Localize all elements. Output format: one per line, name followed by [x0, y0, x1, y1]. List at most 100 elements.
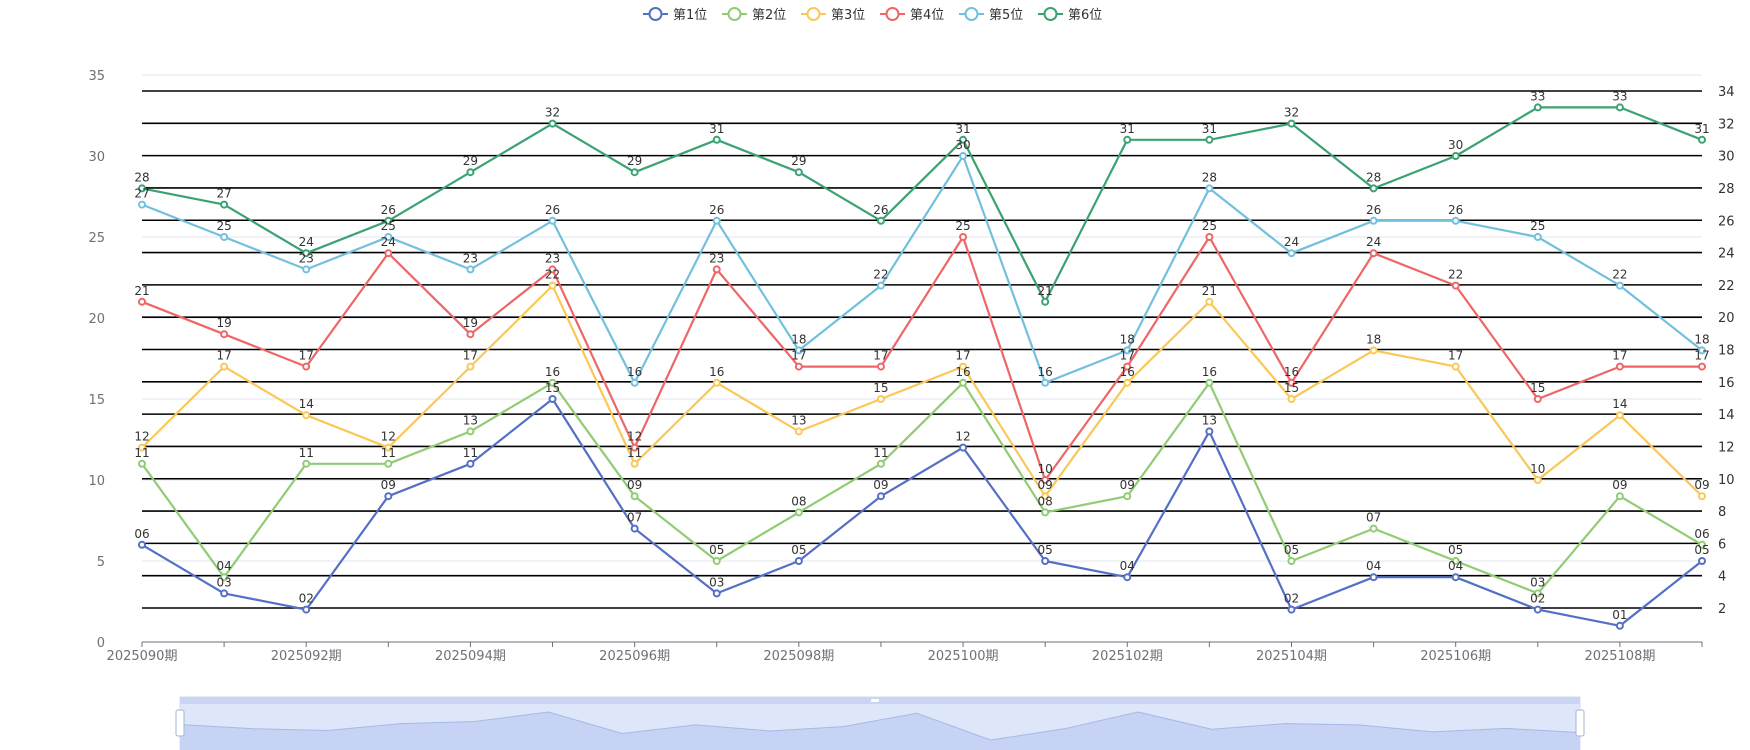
data-point[interactable]: [876, 459, 885, 468]
data-point[interactable]: [1123, 378, 1132, 387]
data-point[interactable]: [1451, 362, 1460, 371]
data-point[interactable]: [1041, 508, 1050, 517]
data-point[interactable]: [712, 557, 721, 565]
data-point[interactable]: [466, 168, 475, 177]
data-point[interactable]: [712, 135, 721, 144]
data-point[interactable]: [794, 427, 803, 436]
data-point[interactable]: [876, 492, 885, 501]
data-point[interactable]: [1698, 362, 1706, 371]
data-point[interactable]: [138, 540, 146, 549]
data-point[interactable]: [876, 281, 885, 290]
data-point[interactable]: [384, 216, 393, 225]
data-point[interactable]: [1287, 605, 1296, 614]
data-point[interactable]: [1698, 492, 1706, 501]
data-point[interactable]: [630, 459, 639, 468]
data-point[interactable]: [1123, 492, 1132, 501]
data-point[interactable]: [548, 216, 557, 225]
data-point[interactable]: [1369, 524, 1378, 533]
data-point[interactable]: [1451, 573, 1460, 582]
data-point[interactable]: [466, 427, 475, 436]
legend-item-4[interactable]: 第4位: [880, 7, 944, 23]
legend-item-1[interactable]: 第1位: [643, 7, 707, 23]
data-point[interactable]: [1123, 346, 1132, 355]
data-point[interactable]: [384, 459, 393, 468]
data-point[interactable]: [1698, 346, 1706, 355]
data-point[interactable]: [959, 443, 968, 452]
data-point[interactable]: [302, 362, 311, 371]
data-point[interactable]: [1287, 557, 1296, 565]
data-point[interactable]: [1451, 216, 1460, 225]
data-point[interactable]: [1041, 297, 1050, 306]
data-point[interactable]: [1041, 557, 1050, 565]
data-point[interactable]: [466, 265, 475, 274]
data-point[interactable]: [794, 557, 803, 565]
data-point[interactable]: [1369, 249, 1378, 258]
data-point[interactable]: [712, 265, 721, 274]
data-point[interactable]: [220, 362, 229, 371]
zoom-top-bar[interactable]: [180, 697, 1580, 704]
data-point[interactable]: [1698, 135, 1706, 144]
data-point[interactable]: [302, 249, 311, 258]
data-point[interactable]: [220, 589, 229, 598]
data-point[interactable]: [1451, 281, 1460, 290]
data-point[interactable]: [712, 378, 721, 387]
data-point[interactable]: [1533, 605, 1542, 614]
data-point[interactable]: [630, 168, 639, 177]
data-point[interactable]: [876, 395, 885, 403]
data-point[interactable]: [876, 362, 885, 371]
data-point[interactable]: [1533, 103, 1542, 112]
data-zoom-slider[interactable]: [175, 696, 1585, 750]
data-point[interactable]: [1369, 573, 1378, 582]
data-point[interactable]: [1205, 135, 1214, 144]
data-point[interactable]: [1041, 378, 1050, 387]
data-point[interactable]: [548, 119, 557, 128]
data-point[interactable]: [1698, 557, 1706, 565]
data-point[interactable]: [1123, 135, 1132, 144]
data-point[interactable]: [630, 378, 639, 387]
data-point[interactable]: [1615, 362, 1624, 371]
zoom-right-handle[interactable]: [1575, 709, 1585, 737]
data-point[interactable]: [1698, 540, 1706, 549]
data-point[interactable]: [548, 265, 557, 274]
data-point[interactable]: [1123, 362, 1132, 371]
data-point[interactable]: [384, 249, 393, 258]
data-point[interactable]: [712, 216, 721, 225]
data-point[interactable]: [138, 443, 146, 452]
data-point[interactable]: [466, 330, 475, 339]
data-point[interactable]: [466, 362, 475, 371]
data-point[interactable]: [959, 152, 968, 160]
data-point[interactable]: [1287, 119, 1296, 128]
data-point[interactable]: [1123, 573, 1132, 582]
data-point[interactable]: [1615, 103, 1624, 112]
data-point[interactable]: [876, 216, 885, 225]
legend-item-6[interactable]: 第6位: [1038, 7, 1102, 23]
data-point[interactable]: [630, 443, 639, 452]
data-point[interactable]: [1205, 427, 1214, 436]
data-point[interactable]: [138, 200, 146, 209]
data-point[interactable]: [302, 265, 311, 274]
data-point[interactable]: [1615, 411, 1624, 420]
data-point[interactable]: [1041, 492, 1050, 501]
data-point[interactable]: [138, 297, 146, 306]
data-point[interactable]: [630, 492, 639, 501]
legend-item-5[interactable]: 第5位: [959, 7, 1023, 23]
data-point[interactable]: [1533, 589, 1542, 598]
legend-item-2[interactable]: 第2位: [722, 7, 786, 23]
data-point[interactable]: [302, 459, 311, 468]
data-point[interactable]: [1615, 281, 1624, 290]
data-point[interactable]: [1205, 184, 1214, 193]
data-point[interactable]: [220, 573, 229, 582]
data-point[interactable]: [384, 492, 393, 501]
data-point[interactable]: [1205, 297, 1214, 306]
data-point[interactable]: [220, 200, 229, 209]
data-point[interactable]: [548, 395, 557, 403]
data-point[interactable]: [138, 459, 146, 468]
data-point[interactable]: [302, 605, 311, 614]
legend-item-3[interactable]: 第3位: [801, 7, 865, 23]
data-point[interactable]: [1287, 395, 1296, 403]
data-point[interactable]: [466, 459, 475, 468]
data-point[interactable]: [794, 362, 803, 371]
data-point[interactable]: [959, 233, 968, 241]
data-point[interactable]: [959, 378, 968, 387]
data-point[interactable]: [1533, 233, 1542, 241]
